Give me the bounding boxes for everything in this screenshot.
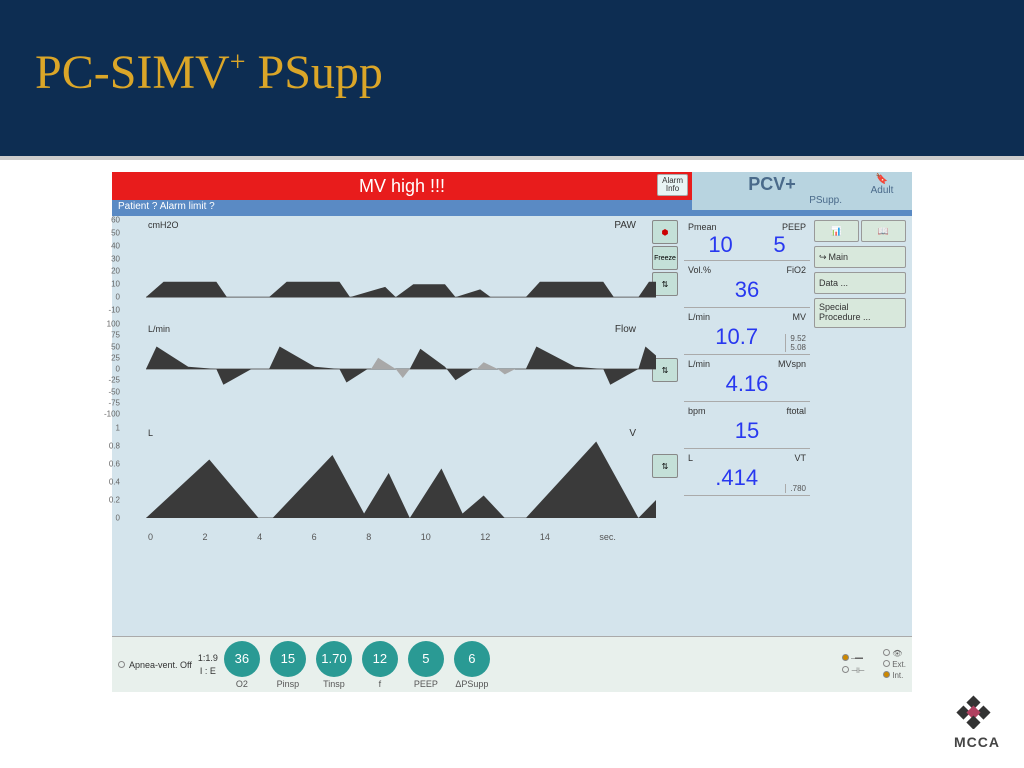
flow-waveform bbox=[146, 324, 656, 414]
flow-unit: L/min bbox=[148, 324, 170, 334]
title-tail: PSupp bbox=[246, 46, 383, 99]
vol-waveform bbox=[146, 428, 656, 518]
reading-mvspn: L/min MVspn 4.16 bbox=[684, 357, 810, 402]
chart-paw: cmH2O PAW 6050403020100-10 bbox=[120, 220, 644, 316]
status-icons-2: 👁 Ext. Int. bbox=[883, 649, 906, 680]
pmean-value: 10 bbox=[708, 232, 732, 258]
bottom-bar: Apnea-vent. Off 1:1.9 I : E 36O215Pinsp1… bbox=[112, 636, 912, 692]
mv-lo: 5.08 bbox=[790, 343, 806, 352]
mvspn-unit: L/min bbox=[688, 359, 710, 369]
paw-unit: cmH2O bbox=[148, 220, 179, 230]
side-buttons: ⬢ Freeze ⇅ ⇅ ⇅ bbox=[652, 216, 682, 636]
reading-fio2: Vol.% FiO2 36 bbox=[684, 263, 810, 308]
param-button-tinsp[interactable]: 1.70 bbox=[316, 641, 352, 677]
mv-label: MV bbox=[793, 312, 807, 322]
slide-title: PC-SIMV+ PSupp bbox=[35, 45, 989, 100]
vt-value: .414 bbox=[688, 463, 785, 493]
vt-label: VT bbox=[794, 453, 806, 463]
int-label: Int. bbox=[892, 671, 903, 680]
fio2-unit: Vol.% bbox=[688, 265, 711, 275]
ie-ratio: 1:1.9 I : E bbox=[198, 652, 218, 677]
alarm-info-button[interactable]: AlarmInfo bbox=[657, 174, 688, 196]
menu-book-button[interactable]: 📖 bbox=[861, 220, 906, 242]
param-pinsp: 15 Pinsp bbox=[270, 641, 306, 689]
ie-label: I : E bbox=[198, 665, 218, 678]
chart-volume: L V 10.80.60.40.20 bbox=[120, 428, 644, 524]
menu-main-button[interactable]: ↪Main bbox=[814, 246, 906, 268]
param-button-peep[interactable]: 5 bbox=[408, 641, 444, 677]
param-o2: 36O2 bbox=[224, 641, 260, 689]
readings-column: PmeanPEEP 105 Vol.%FiO2 36 L/minMV 10.79… bbox=[682, 216, 812, 636]
param-button-δpsupp[interactable]: 6 bbox=[454, 641, 490, 677]
logo-text: MCCA bbox=[954, 734, 1000, 750]
charts-column: cmH2O PAW 6050403020100-10 L/min Flow 10… bbox=[112, 216, 652, 636]
param-label: O2 bbox=[224, 679, 260, 689]
patient-type-label: Adult bbox=[871, 185, 894, 196]
reading-vt: L VT .414.780 bbox=[684, 451, 810, 496]
peep-value: 5 bbox=[773, 232, 785, 258]
fio2-value: 36 bbox=[688, 275, 806, 305]
ftotal-label: ftotal bbox=[786, 406, 806, 416]
pmean-label: Pmean bbox=[688, 222, 717, 232]
mv-hi: 9.52 bbox=[790, 334, 806, 343]
mode-box[interactable]: PCV+ PSupp. bbox=[692, 172, 852, 210]
vol-label: V bbox=[629, 428, 636, 439]
fio2-label: FiO2 bbox=[786, 265, 806, 275]
alarm-bar: MV high !!! AlarmInfo bbox=[112, 172, 692, 200]
reading-mv: L/minMV 10.79.525.08 bbox=[684, 310, 810, 355]
ext-label: Ext. bbox=[892, 660, 906, 669]
mode-main: PCV+ bbox=[694, 174, 850, 195]
reading-pmean-peep: Pmean PEEP 10 5 bbox=[684, 220, 810, 261]
logo-icon bbox=[955, 693, 999, 729]
param-button-o2[interactable]: 36 bbox=[224, 641, 260, 677]
title-main: PC-SIMV bbox=[35, 46, 230, 99]
slide-header: PC-SIMV+ PSupp bbox=[0, 0, 1024, 160]
ie-value: 1:1.9 bbox=[198, 652, 218, 665]
patient-type: 🔖 Adult bbox=[852, 172, 912, 210]
param-label: f bbox=[362, 679, 398, 689]
peep-label: PEEP bbox=[782, 222, 806, 232]
param-δpsupp: 6 ΔPSupp bbox=[454, 641, 490, 689]
param-row: 36O215Pinsp1.70Tinsp12f5PEEP6ΔPSupp bbox=[224, 641, 490, 689]
ftotal-value: 15 bbox=[688, 416, 806, 446]
mv-unit: L/min bbox=[688, 312, 710, 322]
param-label: ΔPSupp bbox=[454, 679, 490, 689]
param-f: 12 f bbox=[362, 641, 398, 689]
apnea-status: Apnea-vent. Off bbox=[118, 660, 192, 670]
ftotal-unit: bpm bbox=[688, 406, 706, 416]
menu-123-button[interactable]: 📊 bbox=[814, 220, 859, 242]
param-label: Tinsp bbox=[316, 679, 352, 689]
param-label: Pinsp bbox=[270, 679, 306, 689]
alarm-text: MV high !!! bbox=[359, 176, 445, 197]
logo: MCCA bbox=[954, 693, 1000, 750]
menu-column: 📊 📖 ↪Main Data ... SpecialProcedure ... bbox=[812, 216, 908, 636]
menu-data-button[interactable]: Data ... bbox=[814, 272, 906, 294]
param-label: PEEP bbox=[408, 679, 444, 689]
param-button-pinsp[interactable]: 15 bbox=[270, 641, 306, 677]
param-button-f[interactable]: 12 bbox=[362, 641, 398, 677]
vol-unit: L bbox=[148, 428, 153, 438]
flow-label: Flow bbox=[615, 324, 636, 335]
reading-ftotal: bpm ftotal 15 bbox=[684, 404, 810, 449]
main-area: cmH2O PAW 6050403020100-10 L/min Flow 10… bbox=[112, 216, 912, 636]
mvspn-label: MVspn bbox=[778, 359, 806, 369]
chart-flow: L/min Flow 1007550250-25-50-75-100 bbox=[120, 324, 644, 420]
mode-sub: PSupp. bbox=[694, 195, 850, 206]
menu-special-button[interactable]: SpecialProcedure ... bbox=[814, 298, 906, 328]
ventilator-screen: PCV+ PSupp. 🔖 Adult MV high !!! AlarmInf… bbox=[112, 172, 912, 692]
mvspn-value: 4.16 bbox=[688, 369, 806, 399]
vt-target: .780 bbox=[785, 484, 806, 493]
title-sup: + bbox=[230, 47, 246, 78]
paw-label: PAW bbox=[614, 220, 636, 231]
menu-main-label: Main bbox=[829, 252, 849, 262]
time-axis: 02468101214sec. bbox=[120, 532, 644, 542]
paw-waveform bbox=[146, 220, 656, 310]
vt-unit: L bbox=[688, 453, 693, 463]
mv-limits: 9.525.08 bbox=[785, 334, 806, 352]
param-peep: 5 PEEP bbox=[408, 641, 444, 689]
mode-panel: PCV+ PSupp. 🔖 Adult bbox=[692, 172, 912, 210]
status-icons-1: ⎯━ ⊣⊢ bbox=[842, 654, 865, 675]
param-tinsp: 1.70 Tinsp bbox=[316, 641, 352, 689]
mv-value: 10.7 bbox=[688, 322, 785, 352]
